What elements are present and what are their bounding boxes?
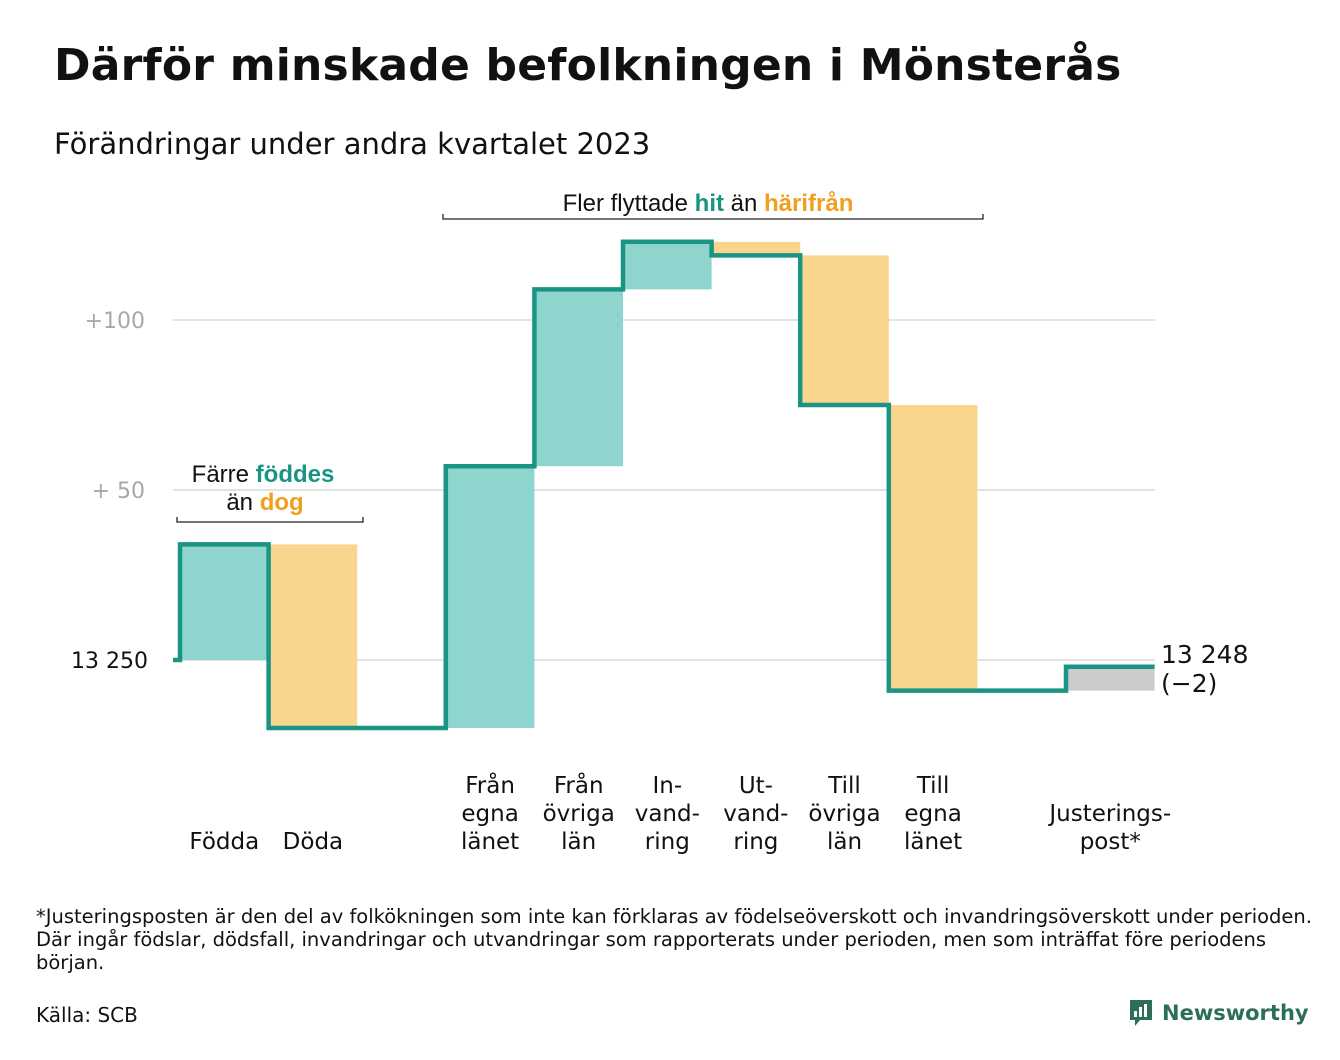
x-category-label: Födda <box>189 829 259 855</box>
bar-döda <box>268 544 358 728</box>
bar-justeringspost <box>1066 666 1155 691</box>
y-tick-label: +100 <box>85 309 145 334</box>
x-category-label: vand- <box>635 801 700 827</box>
bars <box>180 241 1155 728</box>
bar-utvandring <box>711 241 801 256</box>
end-change-label: (−2) <box>1161 669 1217 698</box>
bar-frånövrigalän <box>534 289 623 467</box>
x-category-label: vand- <box>723 801 788 827</box>
x-category-label: länet <box>904 829 962 855</box>
source-credit: Källa: SCB <box>36 1003 138 1027</box>
bar-tillegnalänet <box>888 405 978 691</box>
y-tick-label: 13 250 <box>71 649 148 674</box>
bar-invandring <box>623 241 712 290</box>
x-category-label: län <box>561 829 596 855</box>
x-category-label: post* <box>1080 829 1141 855</box>
running-total-line <box>173 239 1155 731</box>
waterfall-chart: 13 250+ 50+100 Födda DödaFrånegnalänetFrå… <box>71 190 1248 855</box>
chart-title: Därför minskade befolkningen i Mönsterås <box>54 40 1122 91</box>
x-category-label: Döda <box>283 829 343 855</box>
x-category-label: övriga <box>543 801 615 827</box>
x-category-label: egna <box>904 801 961 827</box>
x-category-label: Till <box>916 773 950 799</box>
annotation-migration: Fler flyttade hit än härifrån <box>563 190 854 217</box>
x-category-label: Från <box>554 771 604 799</box>
x-category-label: egna <box>461 801 518 827</box>
footnote: *Justeringsposten är den del av folkökni… <box>36 905 1312 974</box>
annotation-births-line2: än dog <box>226 489 303 516</box>
end-value-label: 13 248 <box>1161 640 1248 669</box>
newsworthy-logo-icon <box>1130 1000 1152 1026</box>
chart-subtitle: Förändringar under andra kvartalet 2023 <box>54 127 651 161</box>
x-category-label: övriga <box>808 801 880 827</box>
bar-tillövrigalän <box>800 255 889 405</box>
x-category-label: ring <box>645 829 690 855</box>
category-labels: Födda DödaFrånegnalänetFrånövrigalänIn-va… <box>189 640 1248 855</box>
x-category-label: länet <box>461 829 519 855</box>
x-category-label: ring <box>733 829 778 855</box>
x-category-label: Justerings- <box>1047 801 1171 827</box>
bar-frånegnalänet <box>445 466 535 728</box>
bracket-births <box>176 517 364 523</box>
x-category-label: län <box>827 829 862 855</box>
bar-födda <box>180 544 269 660</box>
x-category-label: In- <box>652 773 682 799</box>
y-tick-label: + 50 <box>92 479 145 504</box>
brand-name: Newsworthy <box>1162 1001 1309 1025</box>
running-total-path <box>173 239 1155 731</box>
x-category-label: Från <box>465 771 515 799</box>
x-category-label: Ut- <box>739 773 773 799</box>
brand: Newsworthy <box>1128 998 1309 1028</box>
x-category-label: Till <box>827 773 861 799</box>
annotation-births-line1: Färre föddes <box>192 461 335 488</box>
bracket-migration <box>442 214 984 220</box>
